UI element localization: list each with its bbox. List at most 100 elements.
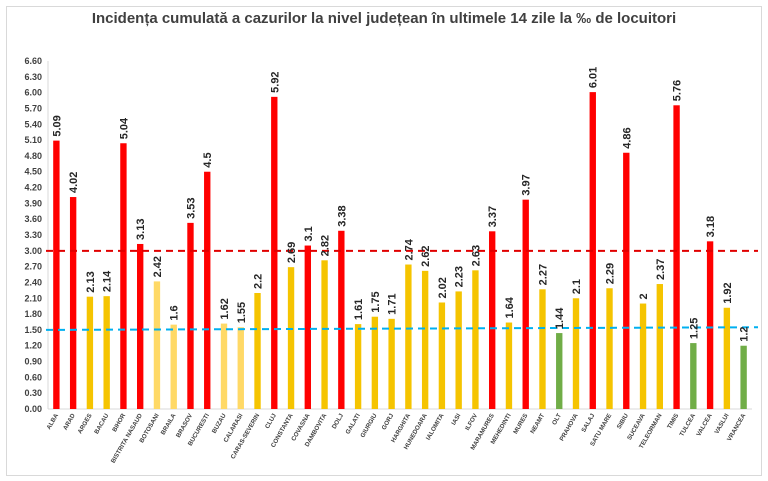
x-tick-label: VALCEA [695,412,714,438]
bar-value-label: 6.01 [588,67,600,88]
bar-value-label: 1.25 [688,318,700,339]
y-tick-label: 1.20 [24,341,42,351]
bar [522,199,529,409]
x-tick-label: BRAILA [160,412,178,436]
bar-value-label: 5.92 [269,71,281,92]
value-labels-group: 5.09 4.02 2.13 2.14 5.04 3.13 2.42 1.6 3.53 4.5 1.… [51,67,750,342]
bar [137,243,144,409]
y-tick-label: 5.70 [24,103,42,113]
bar [153,281,161,409]
bar [572,298,580,409]
bar-value-label: 4.02 [68,172,80,193]
bar-value-label: 2.62 [420,245,432,266]
bar [690,343,697,409]
x-tick-label: BUZAU [211,412,228,435]
y-tick-label: 0.00 [24,404,42,414]
bar [103,296,110,409]
y-tick-label: 3.30 [24,230,42,240]
y-tick-label: 6.30 [24,72,42,82]
bar-value-label: 1.2 [739,326,751,341]
bar [304,245,311,409]
y-tick-label: 4.80 [24,151,42,161]
bar-value-label: 2.63 [470,245,482,266]
bar-value-label: 3.38 [336,205,348,226]
bar [237,327,244,409]
bar [220,323,228,409]
x-tick-label: MURES [512,413,529,436]
y-axis: 0.00 0.30 0.60 0.90 1.20 1.50 1.80 2.10 2.40 2.70… [24,56,752,414]
bar-value-label: 5.09 [51,115,63,136]
x-tick-label: ARAD [62,412,77,431]
bar-value-label: 3.1 [303,226,315,241]
bar-value-label: 1.71 [387,293,399,314]
bar [371,316,379,409]
bar-value-label: 2.69 [286,242,298,263]
y-tick-label: 0.60 [24,372,42,382]
x-tick-label: NEAMT [529,412,546,435]
bar-value-label: 1.6 [169,305,181,320]
bar-value-label: 2.14 [102,270,114,292]
x-tick-label: VASLUI [713,412,730,435]
y-tick-label: 2.10 [24,293,42,303]
y-tick-label: 3.60 [24,214,42,224]
bar-value-label: 1.62 [219,298,231,319]
bar-value-label: 2.1 [571,279,583,294]
x-tick-label: SALAJ [580,412,596,434]
chart-title: Incidența cumulată a cazurilor la nivel … [91,10,677,27]
x-tick-label: GIURGIU [359,412,379,439]
bar [623,152,630,409]
y-tick-label: 0.90 [24,357,42,367]
y-tick-label: 2.70 [24,262,42,272]
bar [656,284,663,409]
bar-value-label: 2.29 [605,263,617,284]
bar [287,267,295,409]
bar [639,303,647,409]
bar-value-label: 1.92 [722,282,734,303]
y-tick-label: 3.90 [24,198,42,208]
x-tick-label: OLT [551,412,563,426]
bar [489,231,496,409]
bar-value-label: 2.74 [403,238,415,260]
y-tick-label: 3.00 [24,246,42,256]
x-tick-label: ILFOV [464,412,480,432]
bar [723,307,731,409]
bar [539,289,546,409]
bar-value-label: 4.5 [202,152,214,167]
x-tick-label: GALATI [344,412,361,435]
bar [69,197,77,409]
bar [53,140,60,410]
bar-value-label: 4.86 [621,127,633,148]
bar-value-label: 3.37 [487,206,499,227]
bar [706,241,714,409]
bar [606,288,613,409]
bar-value-label: 2 [638,293,650,299]
bar-value-label: 3.13 [135,219,147,240]
bar [740,345,747,409]
bar [421,270,429,409]
bar-value-label: 2.02 [437,277,449,298]
bar [271,96,278,409]
bar-value-label: 5.04 [118,117,130,139]
bar [338,230,345,409]
bar-value-label: 2.13 [85,271,97,292]
y-tick-label: 6.00 [24,88,42,98]
bar [556,333,563,409]
bar-value-label: 1.61 [353,299,365,320]
y-tick-label: 1.80 [24,309,42,319]
bar [354,324,362,409]
y-tick-label: 5.40 [24,119,42,129]
bar-value-label: 1.44 [554,307,566,329]
bar [120,143,127,409]
bar [505,322,513,409]
bar [388,318,395,409]
x-tick-label: GORJ [381,412,396,431]
bar-value-label: 3.97 [521,174,533,195]
x-tick-label: BIHOR [111,412,127,433]
bar [254,293,261,409]
bar-value-label: 2.37 [655,259,667,280]
bar [86,296,94,409]
x-tick-label: CLUJ [264,412,278,430]
y-tick-label: 4.20 [24,183,42,193]
